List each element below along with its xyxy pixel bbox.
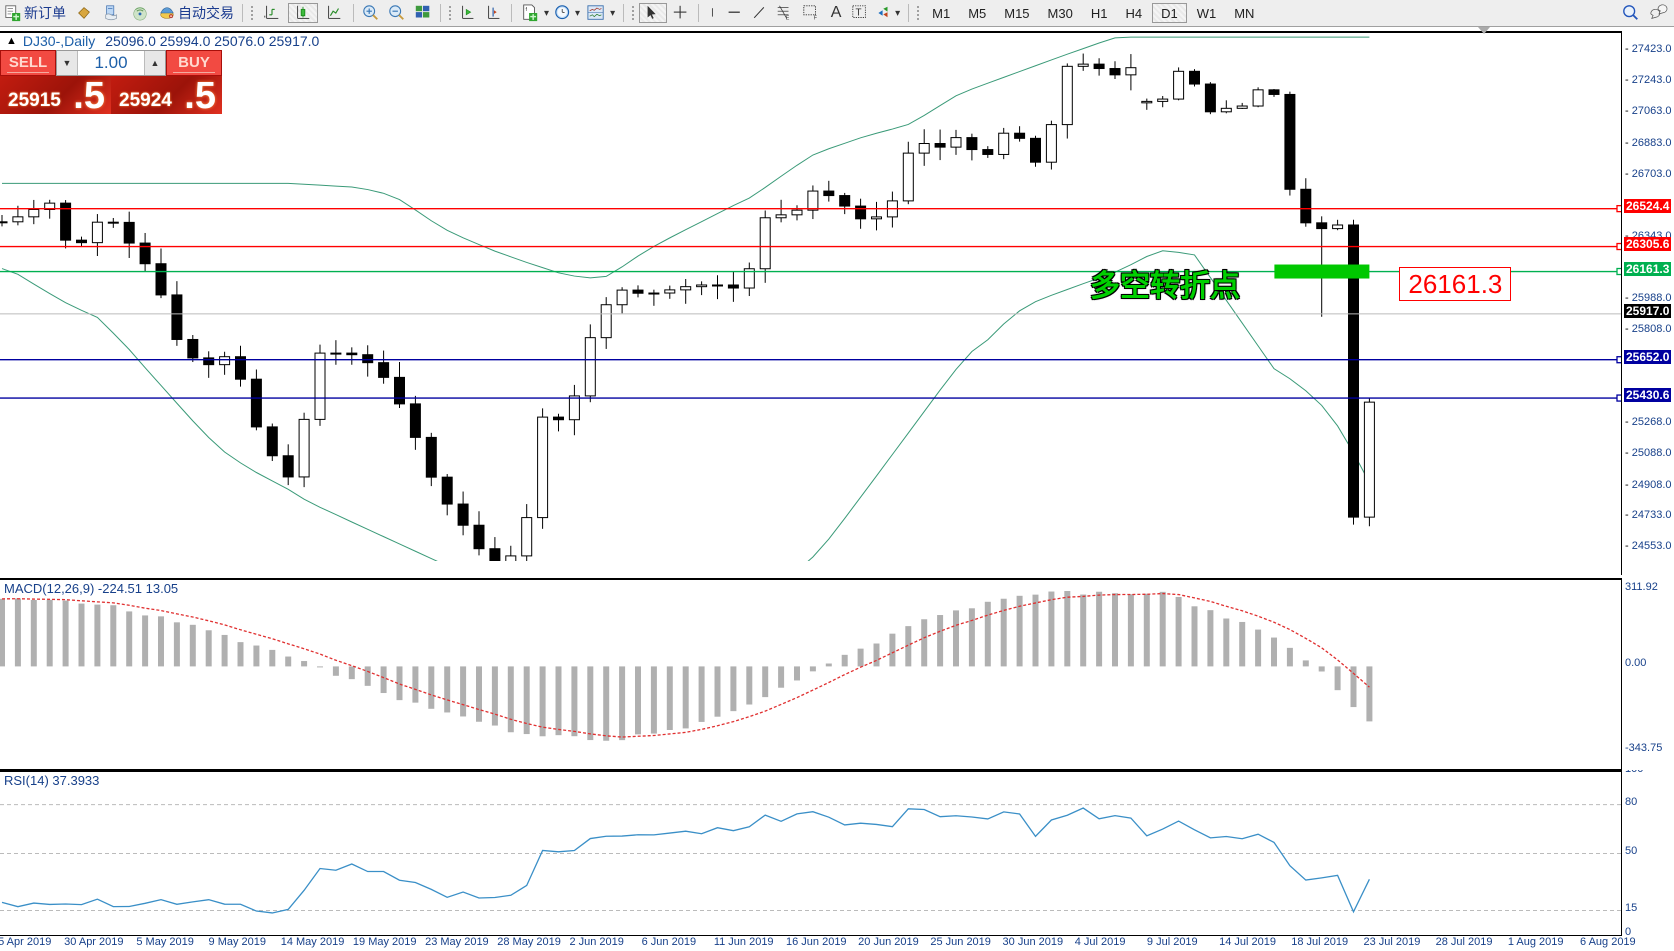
svg-text:T: T (856, 8, 862, 19)
svg-text:F: F (814, 15, 818, 21)
svg-text:E: E (786, 15, 790, 21)
